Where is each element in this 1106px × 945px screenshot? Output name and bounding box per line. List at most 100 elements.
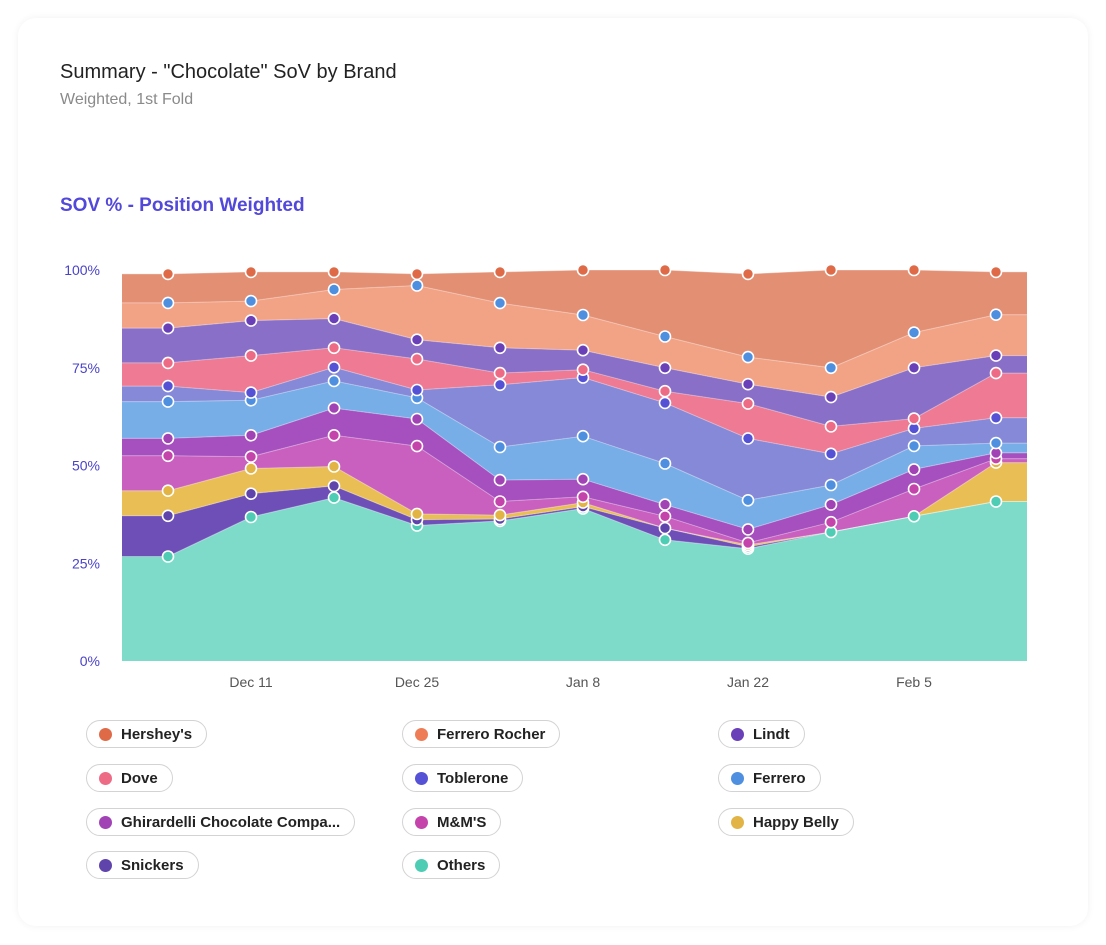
legend-label: Hershey's xyxy=(121,725,193,743)
legend-dot-icon xyxy=(415,815,428,829)
point-hershey-s xyxy=(824,263,838,277)
point-ferrero-rocher xyxy=(907,326,921,339)
point-ghirardelli-chocolate-company xyxy=(658,498,672,511)
legend-label: Happy Belly xyxy=(753,813,839,831)
point-m-m-s xyxy=(576,490,590,504)
legend-dot-icon xyxy=(99,727,112,741)
point-ferrero xyxy=(327,374,341,388)
point-ghirardelli-chocolate-company xyxy=(907,463,921,476)
legend-item-others[interactable]: Others xyxy=(402,851,501,879)
point-ferrero-rocher xyxy=(493,296,507,310)
area-m-m-s xyxy=(122,435,1027,545)
point-ferrero xyxy=(824,478,838,492)
point-toblerone xyxy=(410,383,424,397)
point-ferrero xyxy=(493,440,507,454)
point-m-m-s xyxy=(741,536,755,550)
legend-label: Ferrero Rocher xyxy=(437,725,546,743)
point-ghirardelli-chocolate-company xyxy=(244,428,258,442)
point-m-m-s xyxy=(244,450,258,464)
area-ferrero-rocher xyxy=(122,285,1027,398)
point-toblerone xyxy=(493,378,507,392)
point-dove xyxy=(244,349,258,362)
point-m-m-s xyxy=(658,509,672,523)
legend-item-snickers[interactable]: Snickers xyxy=(86,851,199,879)
page-title: Summary - "Chocolate" SoV by Brand xyxy=(60,61,397,83)
point-dove xyxy=(989,366,1003,380)
point-toblerone xyxy=(161,379,175,393)
point-ghirardelli-chocolate-company xyxy=(824,498,838,511)
point-ghirardelli-chocolate-company xyxy=(576,472,590,486)
legend-item-toblerone[interactable]: Toblerone xyxy=(402,764,524,792)
y-tick-label: 50% xyxy=(72,458,100,474)
point-others xyxy=(658,533,672,547)
point-ferrero-rocher xyxy=(824,361,838,375)
point-ferrero-rocher xyxy=(989,308,1003,322)
legend-dot-icon xyxy=(99,815,112,829)
point-ferrero-rocher xyxy=(410,279,424,292)
point-dove xyxy=(161,356,175,370)
x-tick-label: Dec 25 xyxy=(395,674,440,690)
area-toblerone xyxy=(122,367,1027,501)
point-snickers xyxy=(327,479,341,493)
point-ferrero-rocher xyxy=(658,330,672,343)
point-m-m-s xyxy=(161,449,175,463)
point-others xyxy=(161,550,175,563)
legend-dot-icon xyxy=(415,858,428,872)
point-m-m-s xyxy=(493,495,507,508)
legend-item-happy-belly[interactable]: Happy Belly xyxy=(718,808,854,836)
point-ferrero xyxy=(161,395,175,408)
point-others xyxy=(907,509,921,523)
data-points xyxy=(161,263,1003,563)
legend-dot-icon xyxy=(415,771,428,785)
legend-dot-icon xyxy=(731,771,744,785)
legend-label: Toblerone xyxy=(437,769,509,787)
point-lindt xyxy=(658,361,672,375)
point-dove xyxy=(658,384,672,398)
legend-label: Lindt xyxy=(753,725,790,743)
legend-item-lindt[interactable]: Lindt xyxy=(718,720,805,748)
point-toblerone xyxy=(658,396,672,410)
page-subtitle: Weighted, 1st Fold xyxy=(60,91,194,108)
point-hershey-s xyxy=(576,263,590,277)
point-happy-belly xyxy=(244,462,258,475)
legend-label: Others xyxy=(437,856,486,874)
area-ferrero xyxy=(122,380,1027,530)
point-hershey-s xyxy=(658,263,672,277)
y-tick-label: 100% xyxy=(64,262,100,278)
area-others xyxy=(122,497,1027,661)
point-ferrero xyxy=(989,436,1003,450)
legend-item-ferrero-rocher[interactable]: Ferrero Rocher xyxy=(402,720,561,748)
point-ferrero-rocher xyxy=(327,283,341,296)
legend-item-ghirardelli-chocolate-compa[interactable]: Ghirardelli Chocolate Compa... xyxy=(86,808,356,836)
y-tick-label: 0% xyxy=(80,653,100,669)
point-hershey-s xyxy=(989,265,1003,279)
legend-item-dove[interactable]: Dove xyxy=(86,764,173,792)
x-tick-label: Dec 11 xyxy=(229,674,273,690)
legend-label: Ferrero xyxy=(753,769,806,787)
legend-item-ferrero[interactable]: Ferrero xyxy=(718,764,821,792)
point-happy-belly xyxy=(410,507,424,521)
legend-dot-icon xyxy=(731,815,744,829)
point-toblerone xyxy=(741,432,755,445)
point-others xyxy=(244,510,258,524)
point-ghirardelli-chocolate-company xyxy=(493,473,507,487)
y-tick-label: 75% xyxy=(72,360,100,376)
point-ferrero xyxy=(741,493,755,507)
point-ferrero-rocher xyxy=(741,350,755,364)
x-tick-label: Jan 22 xyxy=(727,674,769,690)
point-ferrero-rocher xyxy=(576,308,590,322)
legend-item-hershey-s[interactable]: Hershey's xyxy=(86,720,208,748)
point-m-m-s xyxy=(327,428,341,442)
point-ghirardelli-chocolate-company xyxy=(741,523,755,536)
legend-item-m-m-s[interactable]: M&M'S xyxy=(402,808,502,836)
area-hershey-s xyxy=(122,270,1027,368)
point-dove xyxy=(327,341,341,355)
point-hershey-s xyxy=(493,265,507,279)
point-lindt xyxy=(741,377,755,391)
x-tick-label: Feb 5 xyxy=(896,674,932,690)
point-snickers xyxy=(658,521,672,535)
point-hershey-s xyxy=(244,265,258,279)
area-happy-belly xyxy=(122,462,1027,547)
